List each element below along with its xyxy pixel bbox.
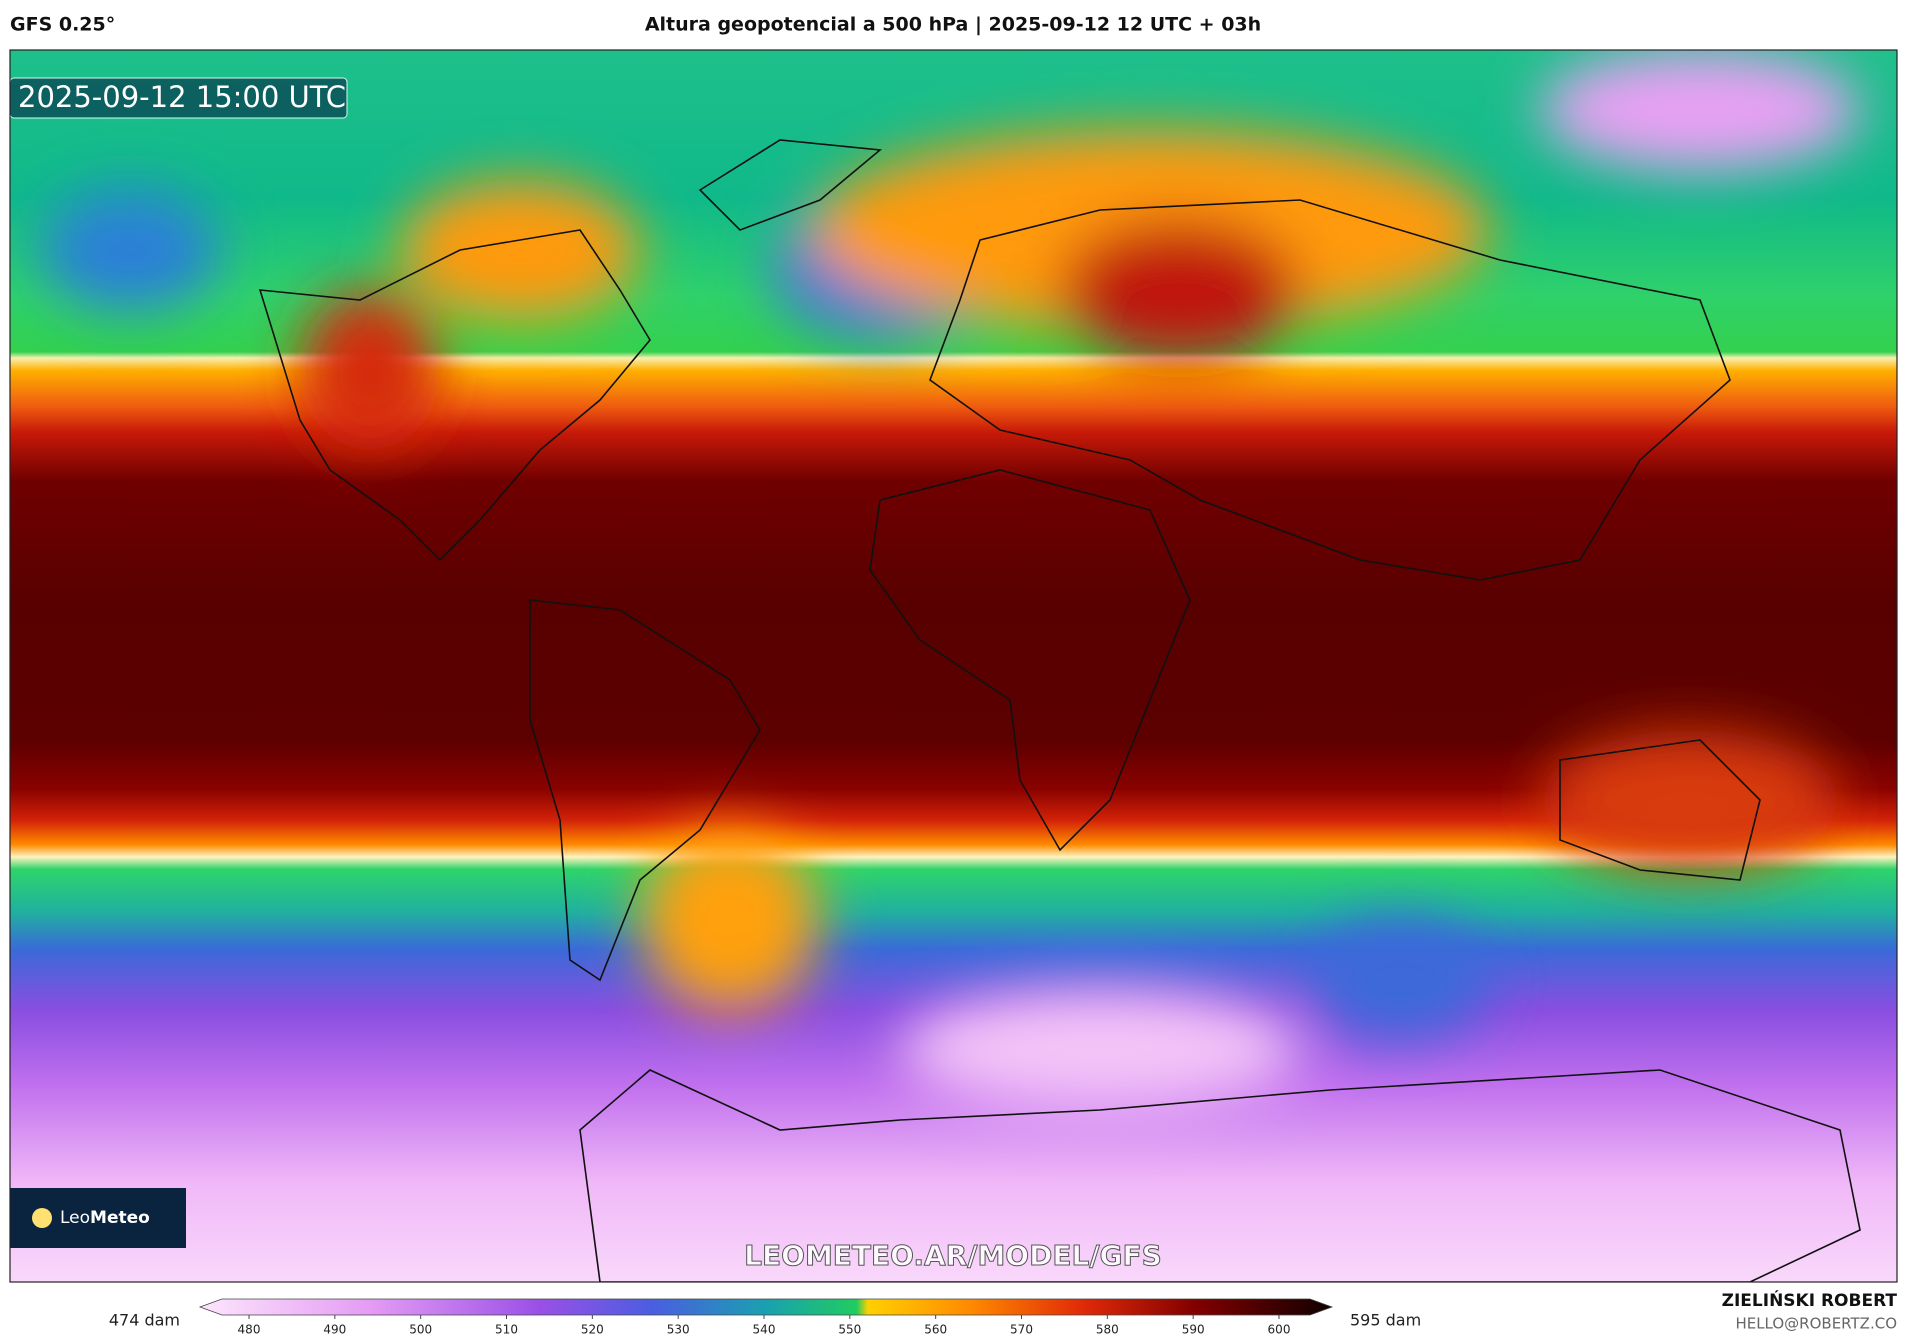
model-label: GFS 0.25° (10, 14, 115, 36)
map-frame (9, 49, 1898, 1283)
colorbar-tick-label: 520 (581, 1323, 604, 1337)
colorbar-tick-label: 580 (1096, 1323, 1119, 1337)
colorbar-tick-label: 480 (238, 1323, 261, 1337)
colorbar-tick-label: 540 (753, 1323, 776, 1337)
colorbar-tick-label: 570 (1010, 1323, 1033, 1337)
colorbar-tick-label: 590 (1182, 1323, 1205, 1337)
logo-light: Leo (60, 1208, 90, 1228)
colorbar-tick-label: 500 (409, 1323, 432, 1337)
colorbar: 474 dam 595 dam 480 490 500 510 520 530 540 550… (109, 1298, 1421, 1337)
map-field: 2025-09-12 15:00 UTC LeoMeteo LEOMETEO.A… (10, 50, 1897, 1282)
field-anomalies (40, 50, 1860, 1110)
timestamp: 2025-09-12 15:00 UTC (18, 80, 346, 114)
colorbar-tick-label: 560 (924, 1323, 947, 1337)
colorbar-tick-label: 510 (495, 1323, 518, 1337)
watermark: LEOMETEO.AR/MODEL/GFS (744, 1239, 1162, 1272)
logo-bold: Meteo (90, 1208, 150, 1228)
colorbar-min: 474 dam (109, 1311, 180, 1330)
colorbar-tick-label: 490 (323, 1323, 346, 1337)
email: HELLO@ROBERTZ.CO (1735, 1315, 1897, 1333)
colorbar-tick-label: 530 (667, 1323, 690, 1337)
colorbar-ramp (198, 1298, 1334, 1316)
colorbar-max: 595 dam (1350, 1311, 1421, 1330)
colorbar-tick-label: 600 (1268, 1323, 1291, 1337)
timestamp-box (10, 77, 348, 119)
logo-text: LeoMeteo (60, 1208, 150, 1228)
coastlines (258, 139, 1861, 1282)
author: ZIELIŃSKI ROBERT (1722, 1289, 1898, 1311)
logo-sun (32, 1208, 52, 1228)
colorbar-tick-label: 550 (838, 1323, 861, 1337)
map-title: Altura geopotencial a 500 hPa | 2025-09-… (645, 14, 1261, 36)
